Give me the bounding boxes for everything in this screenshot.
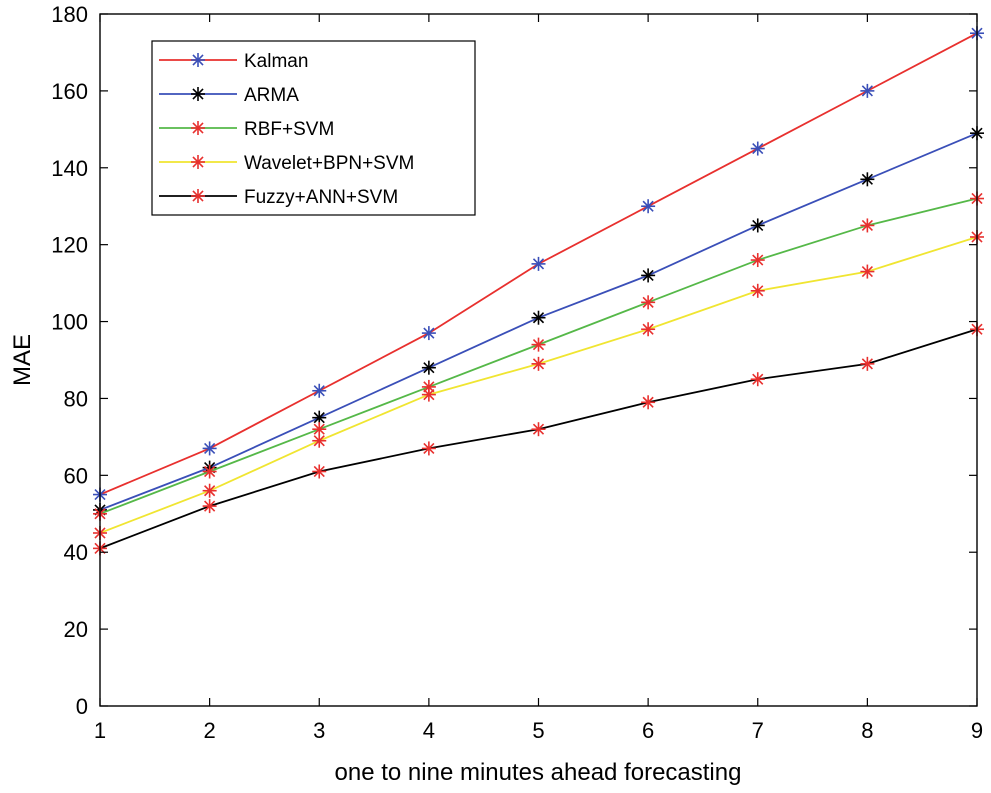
y-tick-label: 80 xyxy=(64,386,88,411)
legend-entry-rbf-svm: RBF+SVM xyxy=(159,119,334,140)
y-tick-label: 160 xyxy=(51,79,88,104)
x-tick-label: 8 xyxy=(861,718,873,743)
y-tick-label: 140 xyxy=(51,156,88,181)
legend-entry-kalman: Kalman xyxy=(159,51,308,72)
y-tick-label: 0 xyxy=(76,694,88,719)
legend-label-wavelet-bpn-svm: Wavelet+BPN+SVM xyxy=(244,153,414,174)
data-point-rbf-svm-7 xyxy=(750,253,765,268)
x-tick-label: 1 xyxy=(94,718,106,743)
data-point-fuzzy-ann-svm-6 xyxy=(641,395,656,410)
data-point-wavelet-bpn-svm-2 xyxy=(202,483,217,498)
data-point-wavelet-bpn-svm-3 xyxy=(312,433,327,448)
data-point-fuzzy-ann-svm-7 xyxy=(750,372,765,387)
x-tick-label: 5 xyxy=(532,718,544,743)
series-rbf-svm xyxy=(93,191,984,521)
legend-marker-fuzzy-ann-svm xyxy=(191,189,205,203)
legend-entry-wavelet-bpn-svm: Wavelet+BPN+SVM xyxy=(159,153,414,174)
data-point-rbf-svm-2 xyxy=(202,464,217,479)
data-point-kalman-3 xyxy=(312,383,327,398)
x-tick-label: 7 xyxy=(752,718,764,743)
data-point-arma-6 xyxy=(641,268,656,283)
data-point-fuzzy-ann-svm-8 xyxy=(860,356,875,371)
y-tick-label: 40 xyxy=(64,540,88,565)
data-point-fuzzy-ann-svm-4 xyxy=(421,441,436,456)
data-point-arma-8 xyxy=(860,172,875,187)
data-point-fuzzy-ann-svm-2 xyxy=(202,499,217,514)
y-tick-label: 60 xyxy=(64,463,88,488)
data-point-rbf-svm-5 xyxy=(531,337,546,352)
axes-layer: 1 2 3 4 5 6 7 8 9 0 20 40 60 80 100 120 140 160 180 xyxy=(51,2,983,743)
data-point-kalman-6 xyxy=(641,199,656,214)
legend-label-fuzzy-ann-svm: Fuzzy+ANN+SVM xyxy=(244,187,398,208)
legend-entry-arma: ARMA xyxy=(159,85,299,106)
legend-marker-kalman xyxy=(191,53,205,67)
data-point-wavelet-bpn-svm-8 xyxy=(860,264,875,279)
data-point-arma-7 xyxy=(750,218,765,233)
legend-entry-fuzzy-ann-svm: Fuzzy+ANN+SVM xyxy=(159,187,398,208)
y-tick-label: 180 xyxy=(51,2,88,27)
legend-label-kalman: Kalman xyxy=(244,51,308,72)
data-point-rbf-svm-8 xyxy=(860,218,875,233)
x-axis-label: one to nine minutes ahead forecasting xyxy=(335,759,742,786)
x-tick-label: 6 xyxy=(642,718,654,743)
legend: Kalman ARMA RBF+SVM Wavelet+BPN+SVM Fuzzy+AN… xyxy=(151,40,476,216)
data-point-wavelet-bpn-svm-4 xyxy=(421,387,436,402)
data-point-wavelet-bpn-svm-7 xyxy=(750,283,765,298)
x-tick-label: 9 xyxy=(971,718,983,743)
y-tick-label: 100 xyxy=(51,310,88,335)
legend-marker-wavelet-bpn-svm xyxy=(191,155,205,169)
y-tick-label: 120 xyxy=(51,233,88,258)
y-axis-label: MAE xyxy=(9,334,36,386)
data-point-fuzzy-ann-svm-5 xyxy=(531,422,546,437)
data-point-kalman-2 xyxy=(202,441,217,456)
data-point-rbf-svm-6 xyxy=(641,295,656,310)
legend-label-rbf-svm: RBF+SVM xyxy=(244,119,334,140)
legend-marker-arma xyxy=(191,87,205,101)
data-point-kalman-4 xyxy=(421,326,436,341)
data-point-arma-4 xyxy=(421,360,436,375)
legend-label-arma: ARMA xyxy=(244,85,299,106)
data-point-rbf-svm-3 xyxy=(312,422,327,437)
data-point-arma-3 xyxy=(312,410,327,425)
x-tick-label: 4 xyxy=(423,718,435,743)
data-point-kalman-8 xyxy=(860,83,875,98)
data-point-arma-5 xyxy=(531,310,546,325)
data-point-kalman-5 xyxy=(531,256,546,271)
x-tick-label: 2 xyxy=(204,718,216,743)
data-point-fuzzy-ann-svm-3 xyxy=(312,464,327,479)
data-point-wavelet-bpn-svm-6 xyxy=(641,322,656,337)
data-point-wavelet-bpn-svm-5 xyxy=(531,356,546,371)
legend-marker-rbf-svm xyxy=(191,121,205,135)
data-point-kalman-7 xyxy=(750,141,765,156)
x-tick-label: 3 xyxy=(313,718,325,743)
y-tick-label: 20 xyxy=(64,617,88,642)
